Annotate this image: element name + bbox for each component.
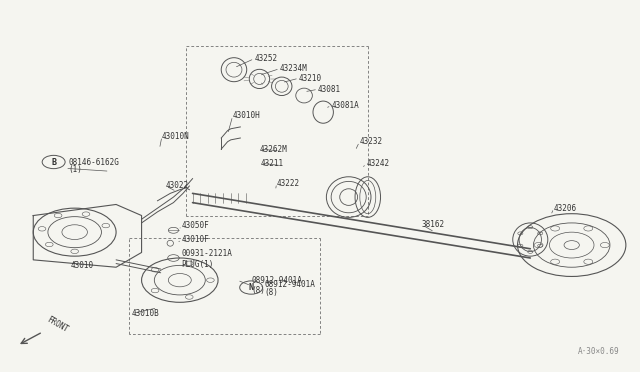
Text: 08912-9401A
(8): 08912-9401A (8): [251, 276, 302, 295]
Text: 43234M: 43234M: [280, 64, 308, 73]
Text: 43010N: 43010N: [162, 132, 189, 141]
Text: 43010H: 43010H: [233, 111, 260, 121]
Text: 38162: 38162: [422, 220, 445, 229]
Text: 43232: 43232: [360, 137, 383, 146]
Text: 43081A: 43081A: [332, 101, 359, 110]
Text: 43050F: 43050F: [182, 221, 209, 230]
Text: 43206: 43206: [554, 203, 577, 213]
Text: FRONT: FRONT: [45, 315, 69, 334]
Text: 43210: 43210: [299, 74, 322, 83]
Text: 43081: 43081: [318, 85, 341, 94]
Text: A·30×0.69: A·30×0.69: [578, 347, 620, 356]
Text: B: B: [51, 157, 56, 167]
Text: 43252: 43252: [254, 54, 278, 63]
Text: 43211: 43211: [260, 158, 284, 168]
Text: N: N: [249, 283, 253, 292]
Text: 43010F: 43010F: [182, 235, 209, 244]
Text: (1): (1): [68, 165, 82, 174]
Text: 00931-2121A
PLUG(1): 00931-2121A PLUG(1): [182, 249, 232, 269]
Text: 43242: 43242: [367, 159, 390, 169]
Text: 43222: 43222: [276, 179, 300, 187]
Text: 43022: 43022: [166, 182, 189, 190]
Text: (8): (8): [264, 288, 278, 297]
Text: 08146-6162G: 08146-6162G: [68, 157, 119, 167]
Text: 43010: 43010: [70, 261, 93, 270]
Text: 08912-9401A: 08912-9401A: [264, 280, 316, 289]
Text: 43262M: 43262M: [259, 145, 287, 154]
Text: 43010B: 43010B: [132, 309, 160, 318]
